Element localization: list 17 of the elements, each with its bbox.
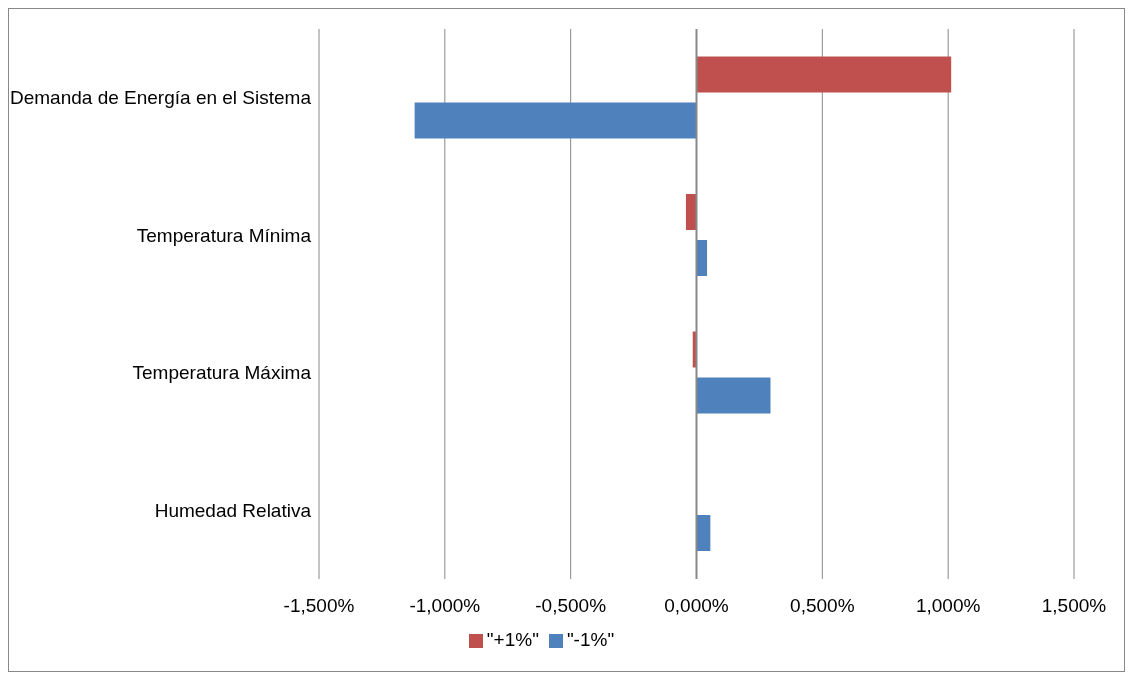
legend-label: "-1%" <box>566 629 615 650</box>
y-tick-label: Temperatura Mínima <box>136 224 312 246</box>
x-tick-label: 1,000% <box>915 595 981 617</box>
x-tick-label: 0,500% <box>790 595 855 617</box>
legend-label: "+1%" <box>486 629 539 650</box>
x-tick-label: 1,500% <box>1041 595 1107 617</box>
bar <box>696 56 952 93</box>
y-tick-label: Demanda de Energía en el Sistema <box>9 87 312 109</box>
y-tick-label: Humedad Relativa <box>154 499 312 521</box>
bar <box>696 377 771 414</box>
bar <box>685 194 697 230</box>
x-tick-label: 0,000% <box>664 595 729 617</box>
x-tick-label: -1,000% <box>409 595 481 617</box>
bar <box>414 102 697 139</box>
x-tick-label: -1,500% <box>283 595 355 617</box>
y-tick-label: Temperatura Máxima <box>132 362 312 384</box>
x-tick-label: -0,500% <box>535 595 607 617</box>
